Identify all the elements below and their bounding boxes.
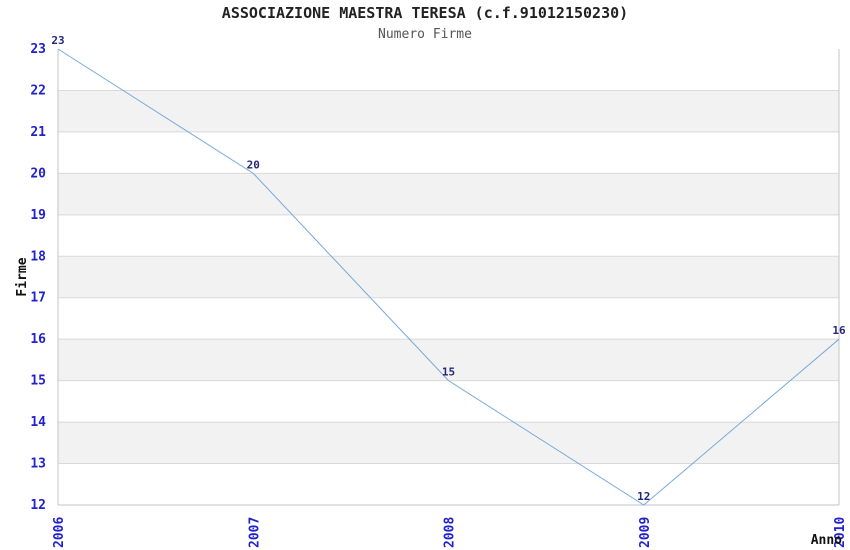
y-tick-label: 18 bbox=[30, 249, 46, 264]
y-tick-label: 14 bbox=[30, 415, 46, 430]
y-tick-label: 21 bbox=[30, 125, 46, 140]
y-tick-label: 22 bbox=[30, 83, 46, 98]
x-tick-label: 2007 bbox=[247, 517, 262, 548]
x-tick-label: 2006 bbox=[52, 517, 67, 548]
point-label: 23 bbox=[51, 34, 64, 47]
y-tick-label: 13 bbox=[30, 457, 46, 472]
chart-subtitle: Numero Firme bbox=[378, 27, 472, 42]
y-tick-label: 23 bbox=[30, 42, 46, 57]
x-axis-title: Anno bbox=[810, 533, 842, 548]
plot-band bbox=[58, 173, 839, 215]
y-tick-label: 19 bbox=[30, 208, 46, 223]
y-tick-label: 20 bbox=[30, 166, 46, 181]
y-tick-label: 17 bbox=[30, 291, 46, 306]
plot-band bbox=[58, 256, 839, 298]
chart-title: ASSOCIAZIONE MAESTRA TERESA (c.f.9101215… bbox=[221, 4, 629, 22]
y-tick-label: 12 bbox=[30, 498, 46, 513]
point-label: 15 bbox=[442, 366, 455, 379]
y-axis-title: Firme bbox=[15, 257, 30, 297]
x-tick-label: 2008 bbox=[443, 517, 458, 548]
point-label: 20 bbox=[247, 158, 260, 171]
x-tick-label: 2009 bbox=[638, 517, 653, 548]
plot-band bbox=[58, 90, 839, 132]
point-label: 16 bbox=[832, 324, 846, 337]
y-tick-label: 16 bbox=[30, 332, 46, 347]
x-tick-label: 2010 bbox=[833, 517, 848, 548]
plot-band bbox=[58, 422, 839, 464]
series-line bbox=[57, 48, 840, 506]
point-label: 12 bbox=[637, 490, 650, 503]
y-tick-label: 15 bbox=[30, 374, 46, 389]
plot-band bbox=[58, 339, 839, 381]
